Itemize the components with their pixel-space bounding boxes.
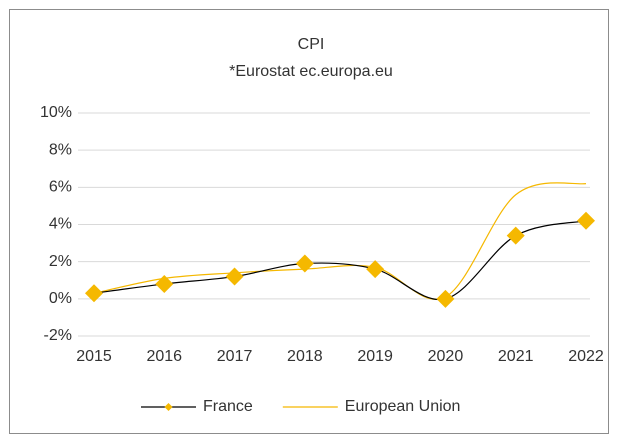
legend-label: European Union bbox=[345, 398, 461, 415]
series-line bbox=[93, 220, 587, 301]
marker bbox=[155, 274, 174, 293]
x-tick-label: 2020 bbox=[428, 348, 464, 365]
y-tick-label: 2% bbox=[49, 253, 72, 270]
y-tick-label: -2% bbox=[44, 327, 72, 344]
marker bbox=[436, 289, 455, 308]
x-tick-label: 2019 bbox=[357, 348, 393, 365]
legend-marker bbox=[164, 403, 173, 411]
y-tick-label: 10% bbox=[40, 104, 72, 121]
marker bbox=[85, 284, 103, 303]
chart-subtitle: *Eurostat ec.europa.eu bbox=[229, 63, 393, 80]
x-tick-label: 2021 bbox=[498, 348, 534, 365]
marker bbox=[225, 267, 244, 286]
y-tick-label: 0% bbox=[49, 290, 72, 307]
marker bbox=[577, 211, 595, 230]
y-tick-label: 4% bbox=[49, 216, 72, 233]
y-tick-label: 8% bbox=[49, 141, 72, 158]
x-tick-label: 2017 bbox=[217, 348, 253, 365]
chart-border bbox=[9, 9, 609, 434]
x-tick-label: 2022 bbox=[568, 348, 604, 365]
chart-title: CPI bbox=[298, 36, 325, 53]
x-tick-label: 2015 bbox=[76, 348, 112, 365]
marker bbox=[366, 260, 385, 279]
marker bbox=[295, 254, 314, 273]
x-tick-label: 2018 bbox=[287, 348, 323, 365]
marker bbox=[506, 226, 525, 245]
y-tick-label: 6% bbox=[49, 179, 72, 196]
legend-label: France bbox=[203, 398, 253, 415]
x-tick-label: 2016 bbox=[146, 348, 182, 365]
